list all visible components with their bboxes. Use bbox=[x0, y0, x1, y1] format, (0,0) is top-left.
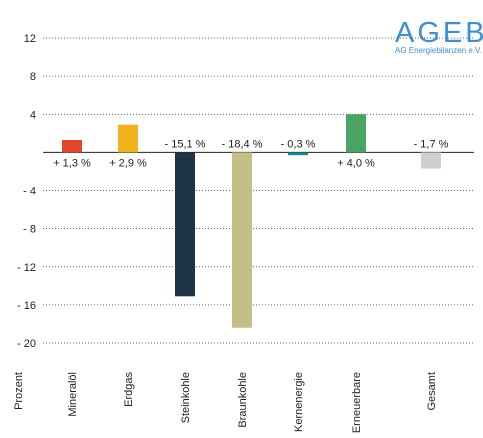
category-label: Erneuerbare bbox=[351, 372, 363, 433]
category-label: Mineralöl bbox=[67, 372, 79, 417]
data-label: + 1,3 % bbox=[53, 157, 91, 169]
category-label: Erdgas bbox=[123, 372, 135, 407]
category-label: Kernenergie bbox=[293, 372, 305, 432]
y-tick-label: - 8 bbox=[23, 224, 36, 236]
bar-erdgas bbox=[118, 124, 138, 153]
bars bbox=[62, 114, 441, 328]
bar-braunkohle bbox=[232, 152, 252, 328]
logo-title: AGEB bbox=[395, 17, 483, 49]
bar-kernenergie bbox=[288, 152, 308, 156]
y-axis-ticks: 12 8 4 - 4 - 8 - 12 - 16 - 20 bbox=[17, 33, 36, 350]
logo: AGEB AG Energiebilanzen e.V. bbox=[395, 17, 483, 55]
data-label: - 0,3 % bbox=[281, 138, 316, 150]
category-label: Gesamt bbox=[426, 372, 438, 411]
y-tick-label: - 12 bbox=[17, 262, 36, 274]
y-tick-label: - 4 bbox=[23, 186, 36, 198]
bar-steinkohle bbox=[175, 152, 195, 297]
logo-subtitle: AG Energiebilanzen e.V. bbox=[395, 46, 482, 55]
grid-lines bbox=[43, 37, 474, 344]
category-label: Steinkohle bbox=[180, 372, 192, 423]
category-label: Braunkohle bbox=[237, 372, 249, 428]
data-label: - 1,7 % bbox=[414, 138, 449, 150]
y-tick-label: - 20 bbox=[17, 338, 36, 350]
y-tick-label: 4 bbox=[30, 109, 36, 121]
data-label: - 18,4 % bbox=[222, 138, 263, 150]
bar-erneuerbare bbox=[346, 114, 366, 153]
category-labels: Mineralöl Erdgas Steinkohle Braunkohle Kerne… bbox=[67, 372, 438, 434]
y-tick-label: - 16 bbox=[17, 300, 36, 312]
y-tick-label: 12 bbox=[24, 33, 36, 45]
y-axis-label: Prozent bbox=[13, 372, 25, 410]
data-label: + 2,9 % bbox=[109, 157, 147, 169]
bar-gesamt bbox=[421, 152, 441, 169]
data-label: - 15,1 % bbox=[165, 138, 206, 150]
y-tick-label: 8 bbox=[30, 71, 36, 83]
data-label: + 4,0 % bbox=[337, 157, 375, 169]
bar-mineralöl bbox=[62, 139, 82, 153]
data-labels: + 1,3 % + 2,9 % - 15,1 % - 18,4 % - 0,3 % + 4… bbox=[53, 138, 448, 169]
